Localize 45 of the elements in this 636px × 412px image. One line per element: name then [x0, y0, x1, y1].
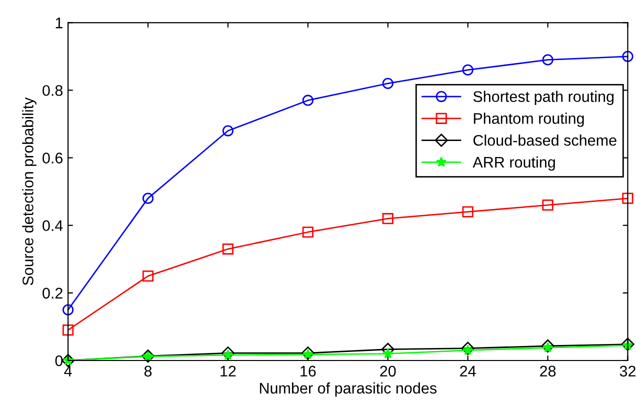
point [62, 324, 74, 336]
x-tick-label: 28 [540, 366, 556, 377]
point [541, 339, 554, 353]
point [461, 342, 474, 355]
point [542, 200, 554, 211]
y-axis-title: Source detection probability [22, 97, 36, 286]
point [302, 226, 314, 238]
point [382, 78, 394, 90]
point [622, 50, 634, 62]
point [542, 54, 554, 66]
point [462, 206, 474, 218]
point [62, 304, 74, 316]
point [142, 270, 154, 282]
x-tick-label: 32 [620, 366, 636, 377]
point [222, 243, 234, 255]
x-tick-label: 8 [144, 366, 152, 377]
legend-label: Shortest path routing [473, 90, 614, 106]
x-tick-label: 12 [220, 366, 236, 376]
y-tick-label: 0 [55, 355, 63, 366]
point [142, 192, 154, 204]
point [382, 348, 394, 358]
legend-label: Phantom routing [474, 112, 584, 127]
y-tick-label: 0.6 [42, 152, 63, 164]
legend-label: ARR routing [472, 156, 555, 171]
x-tick-label: 16 [300, 366, 316, 377]
point [382, 213, 394, 224]
legend-label: Cloud-based scheme [473, 134, 616, 146]
point [302, 94, 314, 106]
y-tick-label: 1 [56, 18, 62, 28]
x-tick-label: 20 [380, 366, 396, 377]
x-axis-title: Number of parasitic nodes [260, 382, 437, 397]
point [222, 350, 234, 360]
point [221, 346, 235, 360]
point [542, 342, 554, 352]
x-tick-label: 24 [460, 366, 476, 376]
point [462, 344, 474, 355]
point [462, 64, 474, 76]
point [622, 192, 634, 204]
point [222, 125, 234, 136]
y-tick-label: 0.4 [42, 220, 63, 232]
y-tick-label: 0.2 [42, 288, 62, 299]
x-tick-label: 4 [64, 366, 72, 376]
y-tick-label: 0.8 [42, 85, 63, 96]
point [301, 346, 315, 360]
point [302, 348, 314, 360]
